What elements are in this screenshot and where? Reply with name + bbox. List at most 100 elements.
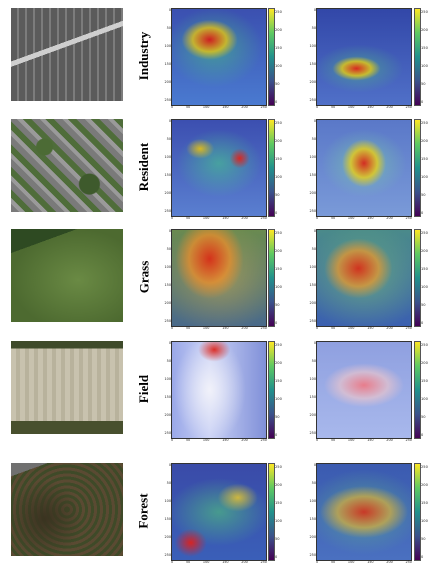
x-tick-label: 100 — [202, 216, 210, 220]
x-axis-ticks: 0 50 100 150 200 250 — [171, 216, 267, 221]
y-tick-label: 200 — [164, 191, 171, 195]
x-tick-label: 250 — [405, 216, 412, 220]
colorbar-tick-label: 200 — [275, 361, 282, 365]
forest-aerial-photo — [11, 463, 123, 556]
heatmap-method-1 — [171, 8, 267, 106]
x-axis-ticks: 0 50 100 150 200 250 — [171, 438, 267, 443]
y-tick-label: 150 — [164, 173, 171, 177]
colorbar-tick-label: 150 — [421, 157, 428, 161]
colorbar-tick-label: 200 — [275, 28, 282, 32]
colorbar-tick-label: 0 — [275, 100, 278, 104]
y-tick-label: 250 — [309, 431, 316, 435]
colorbar-tick-label: 200 — [421, 28, 428, 32]
colorbar-tick-label: 0 — [421, 211, 424, 215]
row-resident: Resident — [0, 119, 441, 217]
y-tick-label: 200 — [309, 80, 316, 84]
colorbar-tick-label: 0 — [421, 433, 424, 437]
y-tick-label: 150 — [164, 517, 171, 521]
y-tick-label: 100 — [309, 377, 316, 381]
colorbar-tick-label: 200 — [275, 249, 282, 253]
y-tick-label: 250 — [164, 553, 171, 557]
heatmap-method-1 — [171, 119, 267, 217]
x-tick-label: 0 — [316, 560, 319, 564]
colorbar-tick-label: 100 — [421, 397, 428, 401]
y-tick-label: 150 — [309, 173, 316, 177]
x-tick-label: 50 — [185, 560, 191, 564]
x-tick-label: 0 — [171, 216, 174, 220]
colorbar-2 — [414, 341, 421, 439]
row-forest: Forest — [0, 463, 441, 561]
colorbar-tick-label: 100 — [275, 519, 282, 523]
colorbar-tick-label: 0 — [275, 211, 278, 215]
x-tick-label: 250 — [405, 438, 412, 442]
colorbar-tick-label: 150 — [421, 379, 428, 383]
y-tick-label: 250 — [164, 98, 171, 102]
colorbar-tick-label: 250 — [275, 343, 282, 347]
heatmap-method-1 — [171, 229, 267, 327]
x-tick-label: 200 — [241, 216, 248, 220]
y-tick-label: 100 — [164, 377, 171, 381]
x-tick-label: 250 — [260, 216, 267, 220]
colorbar-tick-label: 100 — [275, 397, 282, 401]
row-label: Field — [135, 374, 151, 404]
y-tick-label: 250 — [309, 553, 316, 557]
x-axis-ticks: 0 50 100 150 200 250 — [171, 105, 267, 110]
x-tick-label: 50 — [185, 216, 191, 220]
x-tick-label: 200 — [386, 326, 393, 330]
x-axis-ticks: 0 50 100 150 200 250 — [316, 216, 412, 221]
y-tick-label: 200 — [309, 413, 316, 417]
y-tick-label: 100 — [309, 155, 316, 159]
y-tick-label: 100 — [309, 499, 316, 503]
colorbar-2 — [414, 229, 421, 327]
colorbar-tick-label: 100 — [421, 519, 428, 523]
colorbar-tick-label: 50 — [421, 82, 426, 86]
x-tick-label: 0 — [171, 105, 174, 109]
row-grass: Grass — [0, 229, 441, 327]
x-tick-label: 50 — [185, 105, 191, 109]
x-tick-label: 150 — [222, 105, 229, 109]
x-tick-label: 0 — [316, 216, 319, 220]
colorbar-1 — [268, 341, 275, 439]
y-tick-label: 50 — [166, 481, 171, 485]
x-tick-label: 250 — [260, 438, 267, 442]
colorbar-tick-label: 50 — [421, 415, 426, 419]
x-tick-label: 100 — [202, 105, 210, 109]
y-tick-label: 50 — [166, 359, 171, 363]
x-axis-ticks: 0 50 100 150 200 250 — [316, 560, 412, 565]
colorbar-tick-label: 150 — [421, 46, 428, 50]
colorbar-tick-label: 100 — [421, 285, 428, 289]
x-tick-label: 150 — [367, 438, 374, 442]
colorbar-tick-label: 150 — [421, 501, 428, 505]
y-tick-label: 50 — [311, 481, 316, 485]
y-tick-label: 0 — [168, 8, 171, 12]
colorbar-2 — [414, 8, 421, 106]
x-tick-label: 0 — [171, 438, 174, 442]
x-tick-label: 100 — [202, 560, 210, 564]
y-tick-label: 200 — [309, 535, 316, 539]
x-tick-label: 200 — [386, 105, 393, 109]
colorbar-tick-label: 0 — [275, 555, 278, 559]
y-tick-label: 150 — [309, 62, 316, 66]
colorbar-tick-label: 200 — [421, 249, 428, 253]
y-tick-label: 0 — [168, 341, 171, 345]
x-tick-label: 100 — [202, 438, 210, 442]
heatmap-method-1 — [171, 341, 267, 439]
colorbar-tick-label: 100 — [421, 175, 428, 179]
heatmap-method-2 — [316, 341, 412, 439]
row-industry: Industry — [0, 8, 441, 106]
x-tick-label: 200 — [241, 560, 248, 564]
y-tick-label: 150 — [309, 517, 316, 521]
heatmap-method-2 — [316, 463, 412, 561]
x-tick-label: 250 — [405, 326, 412, 330]
colorbar-tick-label: 150 — [275, 379, 282, 383]
y-tick-label: 200 — [164, 80, 171, 84]
x-tick-label: 150 — [367, 216, 374, 220]
colorbar-tick-label: 0 — [421, 100, 424, 104]
colorbar-tick-label: 250 — [275, 10, 282, 14]
y-tick-label: 200 — [309, 191, 316, 195]
colorbar-tick-label: 200 — [421, 139, 428, 143]
x-tick-label: 250 — [260, 326, 267, 330]
y-tick-label: 150 — [164, 395, 171, 399]
y-tick-label: 0 — [168, 463, 171, 467]
x-tick-label: 150 — [367, 560, 374, 564]
